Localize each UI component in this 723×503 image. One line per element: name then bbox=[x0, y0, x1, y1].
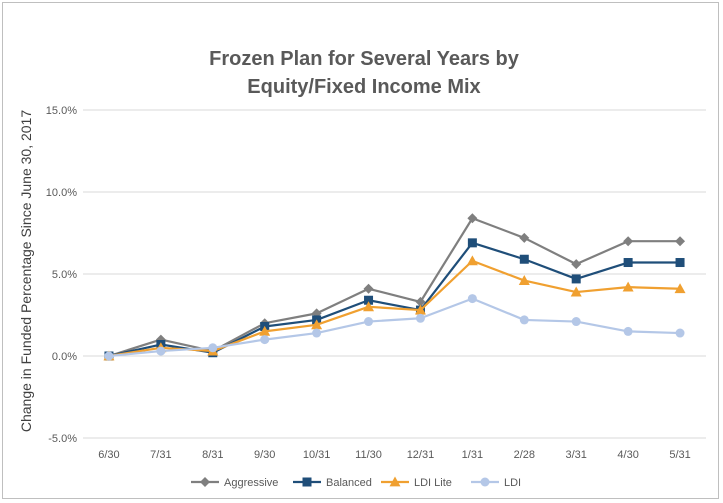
legend-label: LDI Lite bbox=[414, 477, 452, 489]
chart-frame: Frozen Plan for Several Years by Equity/… bbox=[2, 2, 719, 499]
x-tick-label: 11/30 bbox=[355, 449, 382, 461]
y-tick-label: 10.0% bbox=[46, 187, 77, 199]
point-ldi bbox=[364, 317, 374, 327]
point-aggressive bbox=[675, 236, 686, 247]
legend-marker bbox=[302, 477, 312, 487]
point-ldi-lite bbox=[311, 319, 323, 330]
point-ldi-lite bbox=[622, 281, 634, 292]
point-balanced bbox=[623, 258, 633, 268]
series-line-balanced bbox=[108, 241, 681, 358]
y-tick-label: 0.0% bbox=[52, 351, 77, 363]
y-axis-label: Change in Funded Percentage Since June 3… bbox=[18, 110, 34, 432]
series-balanced bbox=[104, 238, 685, 361]
series-line-ldi bbox=[108, 297, 681, 358]
series-line-aggressive bbox=[108, 217, 681, 358]
point-ldi bbox=[156, 346, 166, 356]
x-tick-label: 4/30 bbox=[617, 449, 638, 461]
point-ldi-lite bbox=[570, 286, 582, 297]
point-ldi bbox=[208, 343, 218, 353]
point-aggressive bbox=[363, 283, 374, 294]
series-ldi bbox=[104, 294, 685, 361]
chart-title-line2: Equity/Fixed Income Mix bbox=[247, 76, 480, 98]
point-balanced bbox=[519, 254, 529, 264]
legend-item-ldi: LDI bbox=[471, 477, 521, 489]
x-tick-labels: 6/30 7/31 8/31 9/30 10/31 11/30 12/31 1/31 2/28 3… bbox=[98, 449, 691, 461]
point-ldi-lite bbox=[414, 304, 426, 315]
y-tick-label: 5.0% bbox=[52, 269, 77, 281]
point-ldi-lite bbox=[259, 325, 271, 336]
x-tick-label: 1/31 bbox=[462, 449, 483, 461]
point-ldi bbox=[519, 315, 529, 325]
chart-title-line1: Frozen Plan for Several Years by bbox=[209, 48, 520, 70]
point-ldi-lite bbox=[674, 283, 686, 294]
x-tick-label: 12/31 bbox=[407, 449, 435, 461]
point-ldi bbox=[675, 328, 685, 338]
chart-svg: Frozen Plan for Several Years by Equity/… bbox=[18, 48, 706, 489]
point-balanced bbox=[467, 238, 477, 248]
point-balanced bbox=[571, 274, 581, 284]
series-ldi-lite bbox=[103, 255, 686, 361]
x-tick-label: 3/31 bbox=[565, 449, 586, 461]
legend-marker bbox=[480, 477, 490, 487]
point-balanced bbox=[675, 258, 685, 268]
y-tick-labels: -5.0% 0.0% 5.0% 10.0% 15.0% bbox=[46, 105, 77, 445]
legend: Aggressive Balanced LDI Lite LDI bbox=[191, 476, 521, 489]
point-aggressive bbox=[571, 259, 582, 270]
x-tick-label: 6/30 bbox=[98, 449, 119, 461]
point-aggressive bbox=[519, 232, 530, 243]
legend-label: LDI bbox=[504, 477, 521, 489]
point-ldi bbox=[467, 294, 477, 304]
series-line-ldi-lite bbox=[108, 259, 681, 358]
point-aggressive bbox=[415, 296, 426, 307]
point-ldi-lite bbox=[518, 275, 530, 285]
x-tick-label: 8/31 bbox=[202, 449, 223, 461]
gridlines bbox=[83, 109, 706, 439]
legend-label: Balanced bbox=[326, 477, 372, 489]
y-tick-label: 15.0% bbox=[46, 105, 77, 117]
legend-label: Aggressive bbox=[224, 477, 278, 489]
legend-marker bbox=[200, 477, 210, 487]
point-ldi bbox=[415, 313, 425, 323]
x-tick-label: 5/31 bbox=[669, 449, 690, 461]
series-aggressive bbox=[103, 213, 686, 361]
point-aggressive bbox=[623, 236, 634, 247]
point-ldi bbox=[623, 326, 633, 336]
point-balanced bbox=[364, 295, 374, 305]
point-ldi bbox=[260, 335, 270, 345]
y-tick-label: -5.0% bbox=[48, 433, 77, 445]
x-tick-label: 9/30 bbox=[254, 449, 275, 461]
x-tick-label: 10/31 bbox=[303, 449, 331, 461]
x-tick-label: 7/31 bbox=[150, 449, 171, 461]
point-ldi bbox=[571, 317, 581, 327]
point-ldi bbox=[312, 328, 322, 338]
point-ldi bbox=[104, 351, 114, 361]
series-layer bbox=[103, 213, 686, 361]
point-ldi-lite bbox=[363, 301, 375, 312]
x-tick-label: 2/28 bbox=[514, 449, 535, 461]
legend-marker bbox=[389, 476, 401, 487]
point-ldi-lite bbox=[466, 255, 478, 266]
point-aggressive bbox=[467, 213, 478, 224]
legend-item-aggressive: Aggressive bbox=[191, 477, 278, 489]
legend-item-ldi-lite: LDI Lite bbox=[381, 476, 452, 489]
legend-item-balanced: Balanced bbox=[293, 477, 372, 489]
